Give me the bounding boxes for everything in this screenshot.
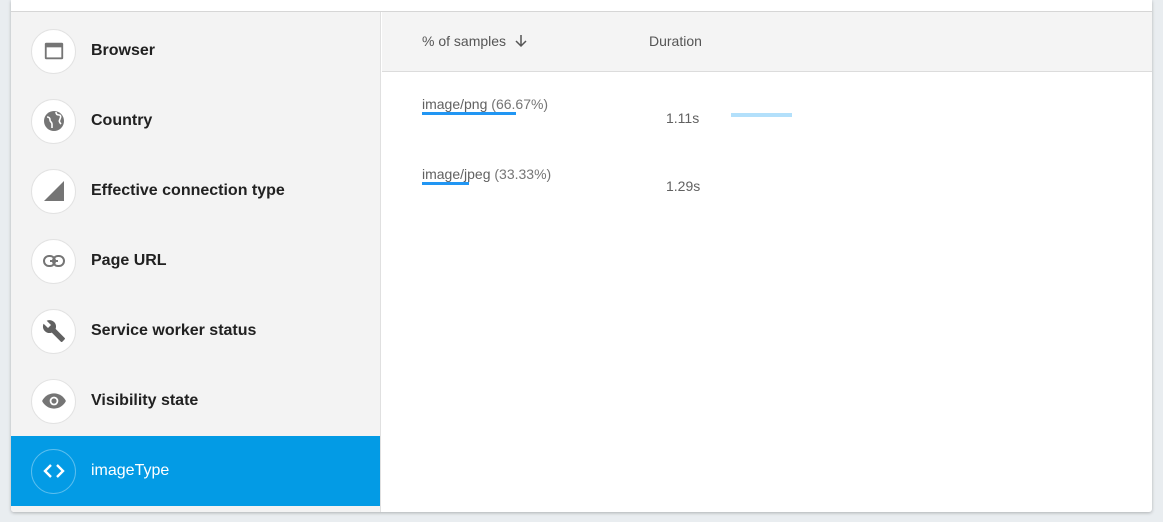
- row-label: image/jpeg (33.33%): [422, 166, 552, 182]
- browser-window-icon: [31, 28, 76, 74]
- duration-value: 1.29s: [666, 178, 701, 194]
- sidebar-item-page-url[interactable]: Page URL: [11, 226, 380, 296]
- sidebar-item-label: Country: [91, 112, 153, 129]
- code-icon: [31, 448, 76, 494]
- table-header: % of samples Duration: [382, 12, 1152, 72]
- signal-icon: [31, 168, 76, 214]
- breakdown-table: % of samples Duration image/png (66.67%)…: [382, 12, 1152, 512]
- samples-bar: [422, 112, 516, 115]
- sidebar-item-imagetype[interactable]: imageType: [11, 436, 380, 506]
- sidebar-item-label: Visibility state: [91, 392, 199, 409]
- sidebar-item-label: Service worker status: [91, 322, 257, 339]
- duration-column-header[interactable]: Duration: [649, 33, 702, 49]
- sidebar-item-browser[interactable]: Browser: [11, 16, 380, 86]
- dimension-sidebar: Browser Country Effective connection typ…: [11, 12, 381, 512]
- sidebar-item-label: Effective connection type: [91, 182, 285, 199]
- row-label: image/png (66.67%): [422, 96, 549, 112]
- dimension-card: Browser Country Effective connection typ…: [11, 0, 1152, 512]
- wrench-icon: [31, 308, 76, 354]
- sidebar-item-country[interactable]: Country: [11, 86, 380, 156]
- sidebar-item-label: Browser: [91, 42, 156, 59]
- arrow-down-icon: [515, 35, 527, 48]
- sidebar-item-label: Page URL: [91, 252, 167, 269]
- eye-icon: [31, 378, 76, 424]
- globe-icon: [31, 98, 76, 144]
- sidebar-item-visibility-state[interactable]: Visibility state: [11, 366, 380, 436]
- samples-bar: [422, 182, 469, 185]
- duration-bar: [731, 113, 792, 117]
- samples-column-header[interactable]: % of samples: [422, 33, 528, 49]
- sidebar-item-label: imageType: [91, 462, 170, 479]
- duration-value: 1.11s: [666, 110, 700, 126]
- sidebar-item-effective-connection-type[interactable]: Effective connection type: [11, 156, 380, 226]
- sidebar-item-service-worker-status[interactable]: Service worker status: [11, 296, 380, 366]
- link-icon: [31, 238, 76, 284]
- top-strip: [11, 0, 1152, 12]
